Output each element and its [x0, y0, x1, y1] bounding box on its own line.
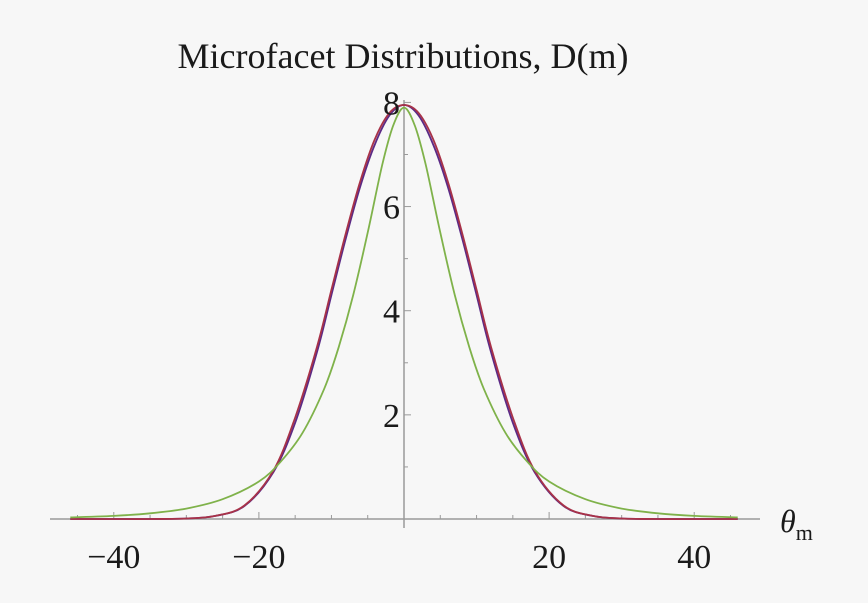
x-tick-label: −20 [232, 539, 285, 576]
x-axis-label-symbol: θ [780, 503, 796, 539]
chart-title: Microfacet Distributions, D(m) [178, 36, 629, 76]
x-tick-label: 20 [532, 539, 566, 576]
y-tick-label: 2 [383, 398, 400, 435]
x-tick-label: 40 [677, 539, 711, 576]
series-layer [70, 104, 738, 520]
series-line-green [70, 106, 738, 519]
y-tick-label: 8 [383, 85, 400, 122]
y-tick-label: 4 [383, 294, 400, 331]
y-tick-label: 6 [383, 190, 400, 227]
series-line-red [70, 104, 738, 520]
x-axis-label: θm [780, 503, 813, 545]
tick-labels: −40 −20 20 40 2 4 6 8 [87, 85, 711, 576]
axes [50, 100, 760, 528]
x-axis-label-subscript: m [796, 520, 813, 545]
x-tick-label: −40 [87, 539, 140, 576]
